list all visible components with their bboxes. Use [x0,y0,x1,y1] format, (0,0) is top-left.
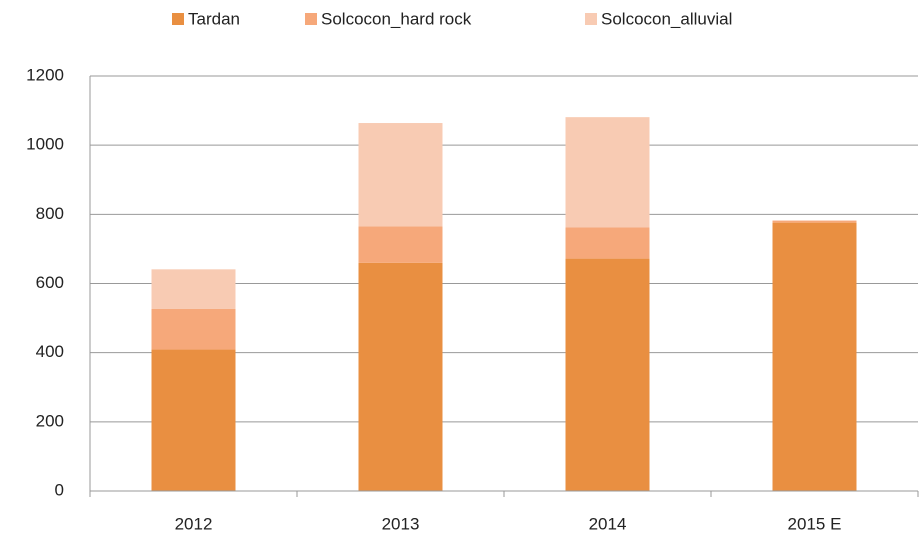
bar-segment [358,226,443,263]
x-tick-label: 2012 [175,514,213,533]
legend-label: Solcocon_hard rock [321,9,472,28]
legend-swatch [172,13,184,25]
x-tick-label: 2015 E [788,514,842,533]
bar-segment [565,117,650,228]
bar-segment [565,258,650,491]
y-tick-label: 200 [36,411,64,430]
y-tick-label: 600 [36,273,64,292]
bar-segment [151,349,236,491]
y-tick-label: 400 [36,342,64,361]
x-tick-label: 2013 [382,514,420,533]
x-tick-label: 2014 [589,514,627,533]
bar-segment [151,308,236,350]
bar-segment [772,220,857,223]
legend-swatch [305,13,317,25]
bar-segment [358,123,443,227]
bar-segment [772,222,857,491]
legend-label: Solcocon_alluvial [601,9,732,28]
legend-label: Tardan [188,9,240,28]
y-tick-label: 1000 [26,135,64,154]
y-tick-label: 0 [55,480,64,499]
bar-segment [151,269,236,309]
bar-segment [565,227,650,259]
y-tick-label: 1200 [26,65,64,84]
bar-segment [358,262,443,491]
legend-swatch [585,13,597,25]
legend: Tardan Solcocon_hard rock Solcocon_alluvia… [172,9,732,28]
y-tick-label: 800 [36,204,64,223]
